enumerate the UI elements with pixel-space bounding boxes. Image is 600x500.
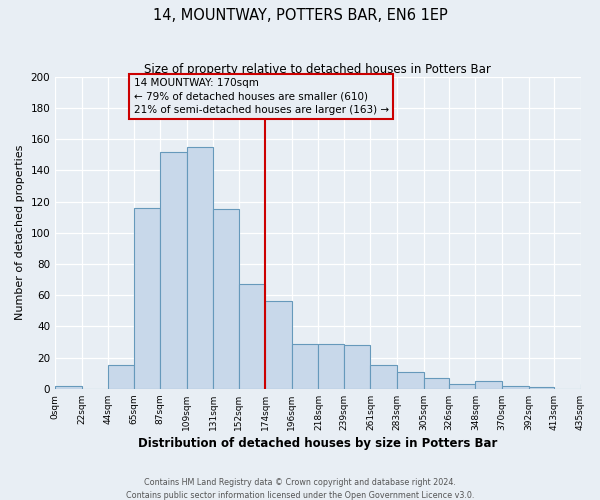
Bar [292,344,319,389]
Bar [55,386,82,389]
Bar [319,344,344,389]
Bar [424,378,449,389]
Bar [214,210,239,389]
Bar [502,386,529,389]
Bar [397,372,424,389]
Bar [475,381,502,389]
Bar [265,302,292,389]
Bar [581,384,600,389]
Text: 14 MOUNTWAY: 170sqm
← 79% of detached houses are smaller (610)
21% of semi-detac: 14 MOUNTWAY: 170sqm ← 79% of detached ho… [134,78,389,114]
Bar [134,208,160,389]
Y-axis label: Number of detached properties: Number of detached properties [15,145,25,320]
Bar [160,152,187,389]
Text: Contains HM Land Registry data © Crown copyright and database right 2024.
Contai: Contains HM Land Registry data © Crown c… [126,478,474,500]
Bar [449,384,475,389]
Bar [187,147,214,389]
Bar [239,284,265,389]
Bar [370,366,397,389]
Bar [344,345,370,389]
Bar [109,366,134,389]
X-axis label: Distribution of detached houses by size in Potters Bar: Distribution of detached houses by size … [138,437,497,450]
Title: Size of property relative to detached houses in Potters Bar: Size of property relative to detached ho… [145,62,491,76]
Text: 14, MOUNTWAY, POTTERS BAR, EN6 1EP: 14, MOUNTWAY, POTTERS BAR, EN6 1EP [152,8,448,22]
Bar [529,388,554,389]
